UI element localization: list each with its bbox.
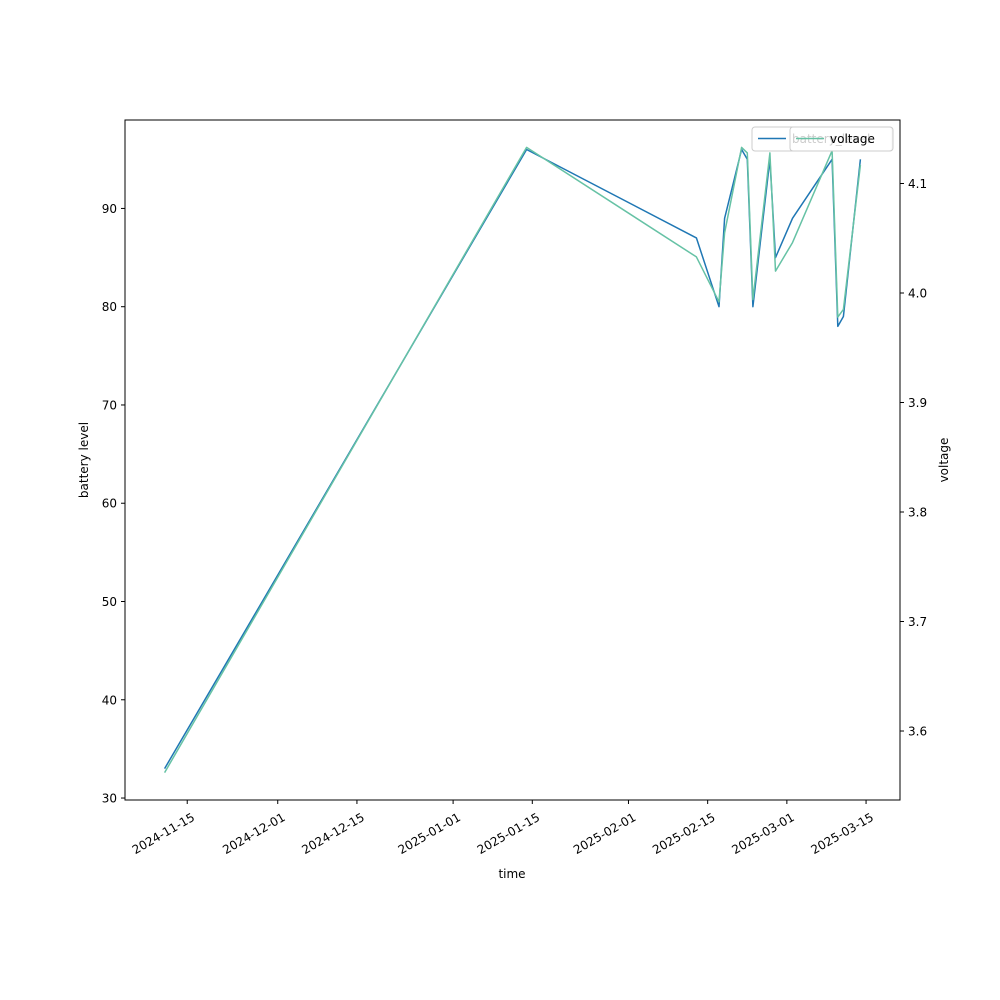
y2-tick-label: 4.1 <box>908 177 927 191</box>
y-tick-label: 60 <box>102 497 117 511</box>
x-tick-label: 2025-03-15 <box>809 810 876 857</box>
x-tick-label: 2025-02-01 <box>571 810 638 857</box>
y2-tick-label: 4.0 <box>908 287 927 301</box>
x-tick-label: 2025-01-15 <box>475 810 542 857</box>
legend-frame <box>789 126 894 152</box>
y2-tick-label: 3.9 <box>908 396 927 410</box>
x-tick-label: 2025-01-01 <box>396 810 463 857</box>
y2-tick-label: 3.7 <box>908 615 927 629</box>
x-tick-label: 2024-11-15 <box>130 810 197 857</box>
x-tick-label: 2024-12-01 <box>220 810 287 857</box>
series-line-voltage <box>163 146 862 773</box>
x-axis: 2024-11-15 2024-12-01 2024-12-15 2025-01-01… <box>130 800 876 857</box>
y-tick-label: 30 <box>102 792 117 806</box>
plot-area <box>163 146 862 773</box>
y2-axis-label: voltage <box>937 438 951 483</box>
y-axis-label: battery level <box>77 422 91 498</box>
y-tick-label: 80 <box>102 300 117 314</box>
x-tick-label: 2025-02-15 <box>650 810 717 857</box>
y-axis-left: 30 40 50 60 70 80 90 <box>102 202 125 806</box>
y2-tick-label: 3.6 <box>908 725 927 739</box>
y-tick-label: 70 <box>102 398 117 412</box>
x-tick-label: 2025-03-01 <box>729 810 796 857</box>
legend-box: voltage <box>789 126 894 152</box>
y2-tick-label: 3.8 <box>908 506 927 520</box>
plot-frame <box>124 119 901 801</box>
y-tick-label: 90 <box>102 202 117 216</box>
legend-label: voltage <box>830 132 875 146</box>
series-line-battery_level <box>163 148 862 769</box>
y-axis-right: 3.6 3.7 3.8 3.9 4.0 4.1 <box>900 177 927 739</box>
x-axis-label: time <box>498 867 525 881</box>
y-tick-label: 40 <box>102 693 117 707</box>
x-tick-label: 2024-12-15 <box>299 810 366 857</box>
y-tick-label: 50 <box>102 595 117 609</box>
